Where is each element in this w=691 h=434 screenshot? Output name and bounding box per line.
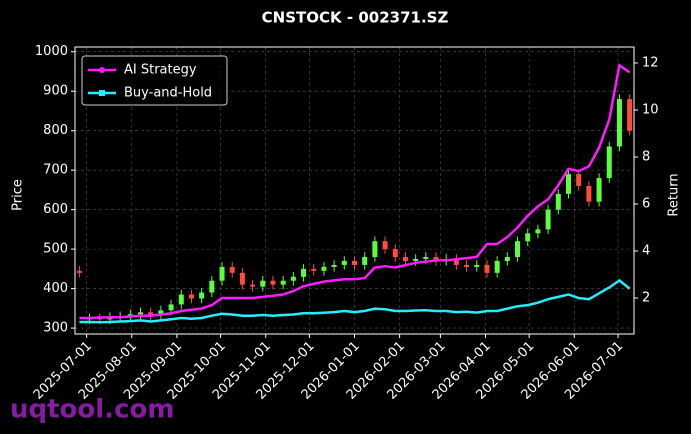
candle-body <box>565 174 571 194</box>
axes-frame <box>74 46 635 335</box>
candle-body <box>158 310 164 316</box>
candle-body <box>311 268 317 271</box>
legend-marker <box>99 67 105 73</box>
candle-body <box>525 233 531 242</box>
candle-body <box>270 280 276 285</box>
y-tick-label: 700 <box>43 163 68 178</box>
candle-body <box>535 229 541 234</box>
candle-body <box>331 264 337 267</box>
candle-body <box>484 264 490 273</box>
candle-body <box>413 258 419 261</box>
candle-body <box>555 193 561 210</box>
candle-body <box>352 260 357 265</box>
candle-body <box>515 241 521 258</box>
y2-tick-label: 12 <box>642 55 659 70</box>
y-tick-label: 800 <box>43 123 68 138</box>
candle-body <box>504 257 510 261</box>
candle-body <box>219 266 225 281</box>
chart-title: CNSTOCK - 002371.SZ <box>262 9 449 27</box>
candle-body <box>250 284 256 287</box>
candle-body <box>494 260 500 273</box>
candle-body <box>433 257 439 261</box>
candle-body <box>168 304 174 311</box>
return-line <box>79 278 631 324</box>
candle-body <box>545 209 551 230</box>
candle-body <box>97 318 103 320</box>
candle-body <box>188 294 194 299</box>
y-axis-label: Price <box>11 179 26 211</box>
candle-body <box>423 257 429 259</box>
candle-body <box>76 270 82 273</box>
candle-body <box>290 276 296 281</box>
y2-tick-label: 10 <box>642 102 659 117</box>
candle-body <box>627 99 633 131</box>
watermark: uqtool.com <box>10 395 174 425</box>
y-tick-label: 1000 <box>35 44 68 59</box>
candle-body <box>392 249 398 258</box>
candle-body <box>341 260 347 265</box>
legend-label: Buy-and-Hold <box>124 86 212 101</box>
y-tick-label: 900 <box>43 84 68 99</box>
legend-marker <box>99 90 105 96</box>
candle-body <box>178 294 184 305</box>
candle-body <box>362 257 368 265</box>
return-line <box>79 63 631 320</box>
candle-body <box>138 312 144 315</box>
y-tick-label: 300 <box>43 321 68 336</box>
candle-body <box>301 268 307 277</box>
candle-body <box>606 146 612 179</box>
candle-body <box>616 99 622 147</box>
y2-axis-label: Return <box>667 173 682 216</box>
candle-body <box>402 257 408 261</box>
candle-body <box>199 292 205 299</box>
candle-body <box>260 280 266 287</box>
candle-body <box>280 280 286 285</box>
y-tick-label: 400 <box>43 281 68 296</box>
candle-body <box>321 266 327 271</box>
y2-tick-label: 2 <box>642 291 650 306</box>
candle-body <box>229 266 235 273</box>
legend-label: AI Strategy <box>124 63 197 78</box>
y2-tick-label: 4 <box>642 244 650 259</box>
legend-box <box>81 55 228 106</box>
candle-body <box>148 312 154 316</box>
candle-body <box>586 185 592 202</box>
candle-body <box>239 272 245 285</box>
candle-body <box>596 178 602 202</box>
candle-body <box>453 258 459 265</box>
y-tick-label: 600 <box>43 202 68 217</box>
y2-tick-label: 8 <box>642 150 650 165</box>
candle-body <box>209 280 215 293</box>
candle-body <box>576 174 582 186</box>
y-tick-label: 500 <box>43 242 68 257</box>
candle-body <box>474 264 480 267</box>
candle-body <box>382 241 388 250</box>
y2-tick-label: 6 <box>642 197 650 212</box>
candle-body <box>464 264 470 267</box>
candle-body <box>372 241 378 258</box>
